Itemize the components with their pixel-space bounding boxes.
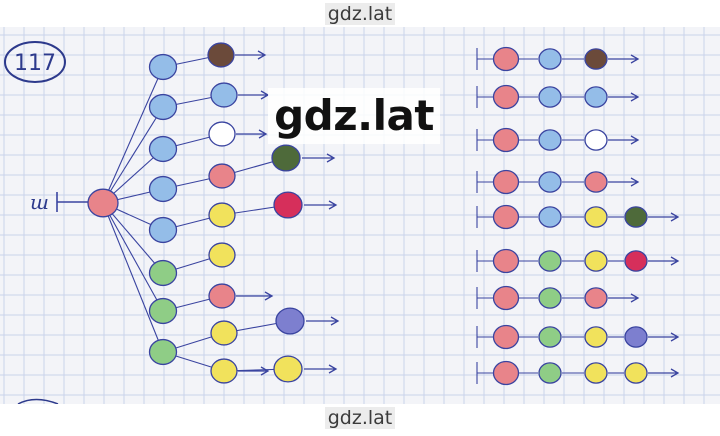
level2-node [210, 320, 238, 346]
level2-node [208, 163, 236, 189]
chain-node [584, 326, 608, 348]
chain-node [584, 287, 608, 309]
chain-arrow [608, 54, 640, 64]
chain-node [492, 204, 520, 230]
tree-arrow [238, 366, 270, 376]
chain-node [584, 362, 608, 384]
watermark-top-text: gdz.lat [324, 3, 396, 25]
chain-node [538, 287, 562, 309]
level1-node [148, 216, 178, 244]
level1-node [148, 175, 178, 203]
level3-node [273, 355, 303, 383]
problem-number-text: 117 [14, 51, 56, 76]
chain-node [492, 169, 520, 195]
chain-node [624, 250, 648, 272]
chain-arrow [648, 212, 680, 222]
level1-node [148, 259, 178, 287]
chain-row [476, 169, 640, 195]
level2-node [208, 283, 236, 309]
chain-row [476, 360, 680, 386]
chain-node [584, 206, 608, 228]
chain-node [538, 250, 562, 272]
chain-arrow [608, 293, 640, 303]
chain-row [476, 84, 640, 110]
chain-node [492, 46, 520, 72]
notebook-photo: 117 ш [0, 27, 720, 404]
chain-node [492, 360, 520, 386]
chain-node [538, 206, 562, 228]
branch-root-level1 [102, 106, 164, 204]
chain-arrow [648, 368, 680, 378]
level1-node [148, 297, 178, 325]
watermark-bottom: gdz.lat [0, 406, 720, 430]
chain-arrow [608, 92, 640, 102]
tree-arrow [235, 50, 267, 60]
chain-node [584, 86, 608, 108]
bottom-corner-arc [17, 398, 59, 404]
level1-node [148, 135, 178, 163]
chain-node [538, 326, 562, 348]
chain-arrow [608, 177, 640, 187]
chain-node [584, 48, 608, 70]
chain-row [476, 324, 680, 350]
chain-node [492, 285, 520, 311]
watermark-bottom-text: gdz.lat [324, 407, 396, 429]
chain-node [492, 127, 520, 153]
branch-root-level1 [102, 202, 164, 312]
chain-node [624, 362, 648, 384]
branch-root-level1 [102, 202, 164, 353]
chain-arrow [648, 332, 680, 342]
tree-arrow [302, 153, 336, 163]
branch-root-level1 [102, 66, 164, 204]
start-label-group: ш [30, 190, 88, 214]
level2-node [208, 242, 236, 268]
chain-row [476, 46, 640, 72]
chain-row [476, 285, 640, 311]
chain-node [538, 129, 562, 151]
chain-node [492, 84, 520, 110]
root-node [87, 188, 119, 218]
watermark-top: gdz.lat [0, 2, 720, 26]
chain-row [476, 204, 680, 230]
chain-arrow [608, 135, 640, 145]
tree-arrow [306, 316, 340, 326]
level3-node [275, 307, 305, 335]
chain-node [538, 48, 562, 70]
level3-node [271, 144, 301, 172]
chain-node [584, 129, 608, 151]
chain-node [492, 248, 520, 274]
chain-node [584, 250, 608, 272]
chain-list [476, 46, 680, 386]
problem-number-circle [4, 41, 66, 83]
branch-root-level1 [102, 202, 164, 274]
chain-node [538, 86, 562, 108]
chain-node [492, 324, 520, 350]
level2-node [210, 82, 238, 108]
start-label: ш [30, 190, 49, 214]
level2-node [208, 202, 236, 228]
tree-arrow [304, 200, 338, 210]
tree-arrow [236, 129, 268, 139]
chain-row [476, 248, 680, 274]
chain-row [476, 127, 640, 153]
chain-node [624, 326, 648, 348]
level2-node [208, 121, 236, 147]
level3-node [273, 191, 303, 219]
watermark-center: gdz.lat [268, 88, 440, 144]
chain-node [624, 206, 648, 228]
chain-node [538, 171, 562, 193]
level2-node [210, 358, 238, 384]
level1-node [148, 338, 178, 366]
chain-node [538, 362, 562, 384]
chain-arrow [648, 256, 680, 266]
tree-arrow [304, 364, 338, 374]
chain-node [584, 171, 608, 193]
level1-node [148, 93, 178, 121]
tree-arrow [236, 291, 274, 301]
level2-node [207, 42, 235, 68]
tree-nodes [87, 42, 305, 384]
level1-node [148, 53, 178, 81]
problem-number: 117 [4, 41, 66, 83]
